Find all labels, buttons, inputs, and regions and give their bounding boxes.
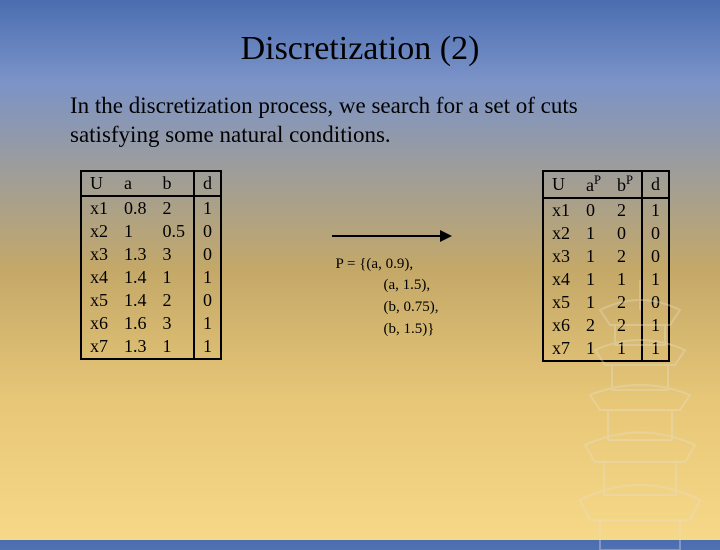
cell: x5 — [81, 289, 116, 312]
table-row: x51.420 — [81, 289, 221, 312]
table-row: x71.311 — [81, 335, 221, 359]
table-row: x3120 — [543, 245, 669, 268]
table-row: x10.821 — [81, 196, 221, 220]
cell: x6 — [81, 312, 116, 335]
cell: 1.3 — [116, 243, 155, 266]
cell: 2 — [155, 196, 195, 220]
col-header: U — [81, 171, 116, 196]
p-set-line: (b, 1.5)} — [335, 319, 438, 341]
cell: 1 — [194, 312, 221, 335]
cell: 1.3 — [116, 335, 155, 359]
cell: 3 — [155, 243, 195, 266]
cell: 2 — [609, 198, 642, 222]
cell: x4 — [81, 266, 116, 289]
cell: x3 — [543, 245, 578, 268]
cell: 0 — [194, 243, 221, 266]
cell: 1 — [578, 245, 609, 268]
cell: 1 — [642, 198, 669, 222]
cell: x2 — [543, 222, 578, 245]
table-row: x61.631 — [81, 312, 221, 335]
cell: x7 — [81, 335, 116, 359]
pagoda-decoration — [540, 270, 720, 550]
cell: 0.8 — [116, 196, 155, 220]
cell: 1.6 — [116, 312, 155, 335]
cell: 2 — [155, 289, 195, 312]
cell: x1 — [543, 198, 578, 222]
col-header: U — [543, 171, 578, 198]
table-left: Uabdx10.821x210.50x31.330x41.411x51.420x… — [80, 170, 222, 360]
table-row: x41.411 — [81, 266, 221, 289]
table-row: x2100 — [543, 222, 669, 245]
cell: 1 — [194, 266, 221, 289]
col-header: d — [642, 171, 669, 198]
slide-title: Discretization (2) — [0, 0, 720, 68]
col-header: aP — [578, 171, 609, 198]
col-header: a — [116, 171, 155, 196]
cell: 1.4 — [116, 289, 155, 312]
col-header: bP — [609, 171, 642, 198]
cell: x3 — [81, 243, 116, 266]
cell: x1 — [81, 196, 116, 220]
cell: 0.5 — [155, 220, 195, 243]
cell: 0 — [642, 222, 669, 245]
cell: 0 — [642, 245, 669, 268]
col-header: d — [194, 171, 221, 196]
middle-column: P = {(a, 0.9),(a, 1.5),(b, 0.75),(b, 1.5… — [242, 170, 522, 341]
cell: 0 — [194, 289, 221, 312]
cell: 1.4 — [116, 266, 155, 289]
cell: 2 — [609, 245, 642, 268]
table-row: x31.330 — [81, 243, 221, 266]
cell: 1 — [194, 335, 221, 359]
p-set-line: P = {(a, 0.9), — [335, 254, 438, 276]
cell: 1 — [194, 196, 221, 220]
cell: 1 — [578, 222, 609, 245]
cell: 1 — [116, 220, 155, 243]
cell: 3 — [155, 312, 195, 335]
body-text: In the discretization process, we search… — [0, 68, 720, 150]
p-set-definition: P = {(a, 0.9),(a, 1.5),(b, 0.75),(b, 1.5… — [325, 254, 438, 341]
col-header: b — [155, 171, 195, 196]
cell: 1 — [155, 335, 195, 359]
cell: 0 — [609, 222, 642, 245]
p-set-line: (b, 0.75), — [335, 297, 438, 319]
p-set-line: (a, 1.5), — [335, 275, 438, 297]
table-row: x210.50 — [81, 220, 221, 243]
cell: 0 — [194, 220, 221, 243]
arrow-icon — [332, 230, 452, 242]
cell: 1 — [155, 266, 195, 289]
table-row: x1021 — [543, 198, 669, 222]
cell: x2 — [81, 220, 116, 243]
cell: 0 — [578, 198, 609, 222]
